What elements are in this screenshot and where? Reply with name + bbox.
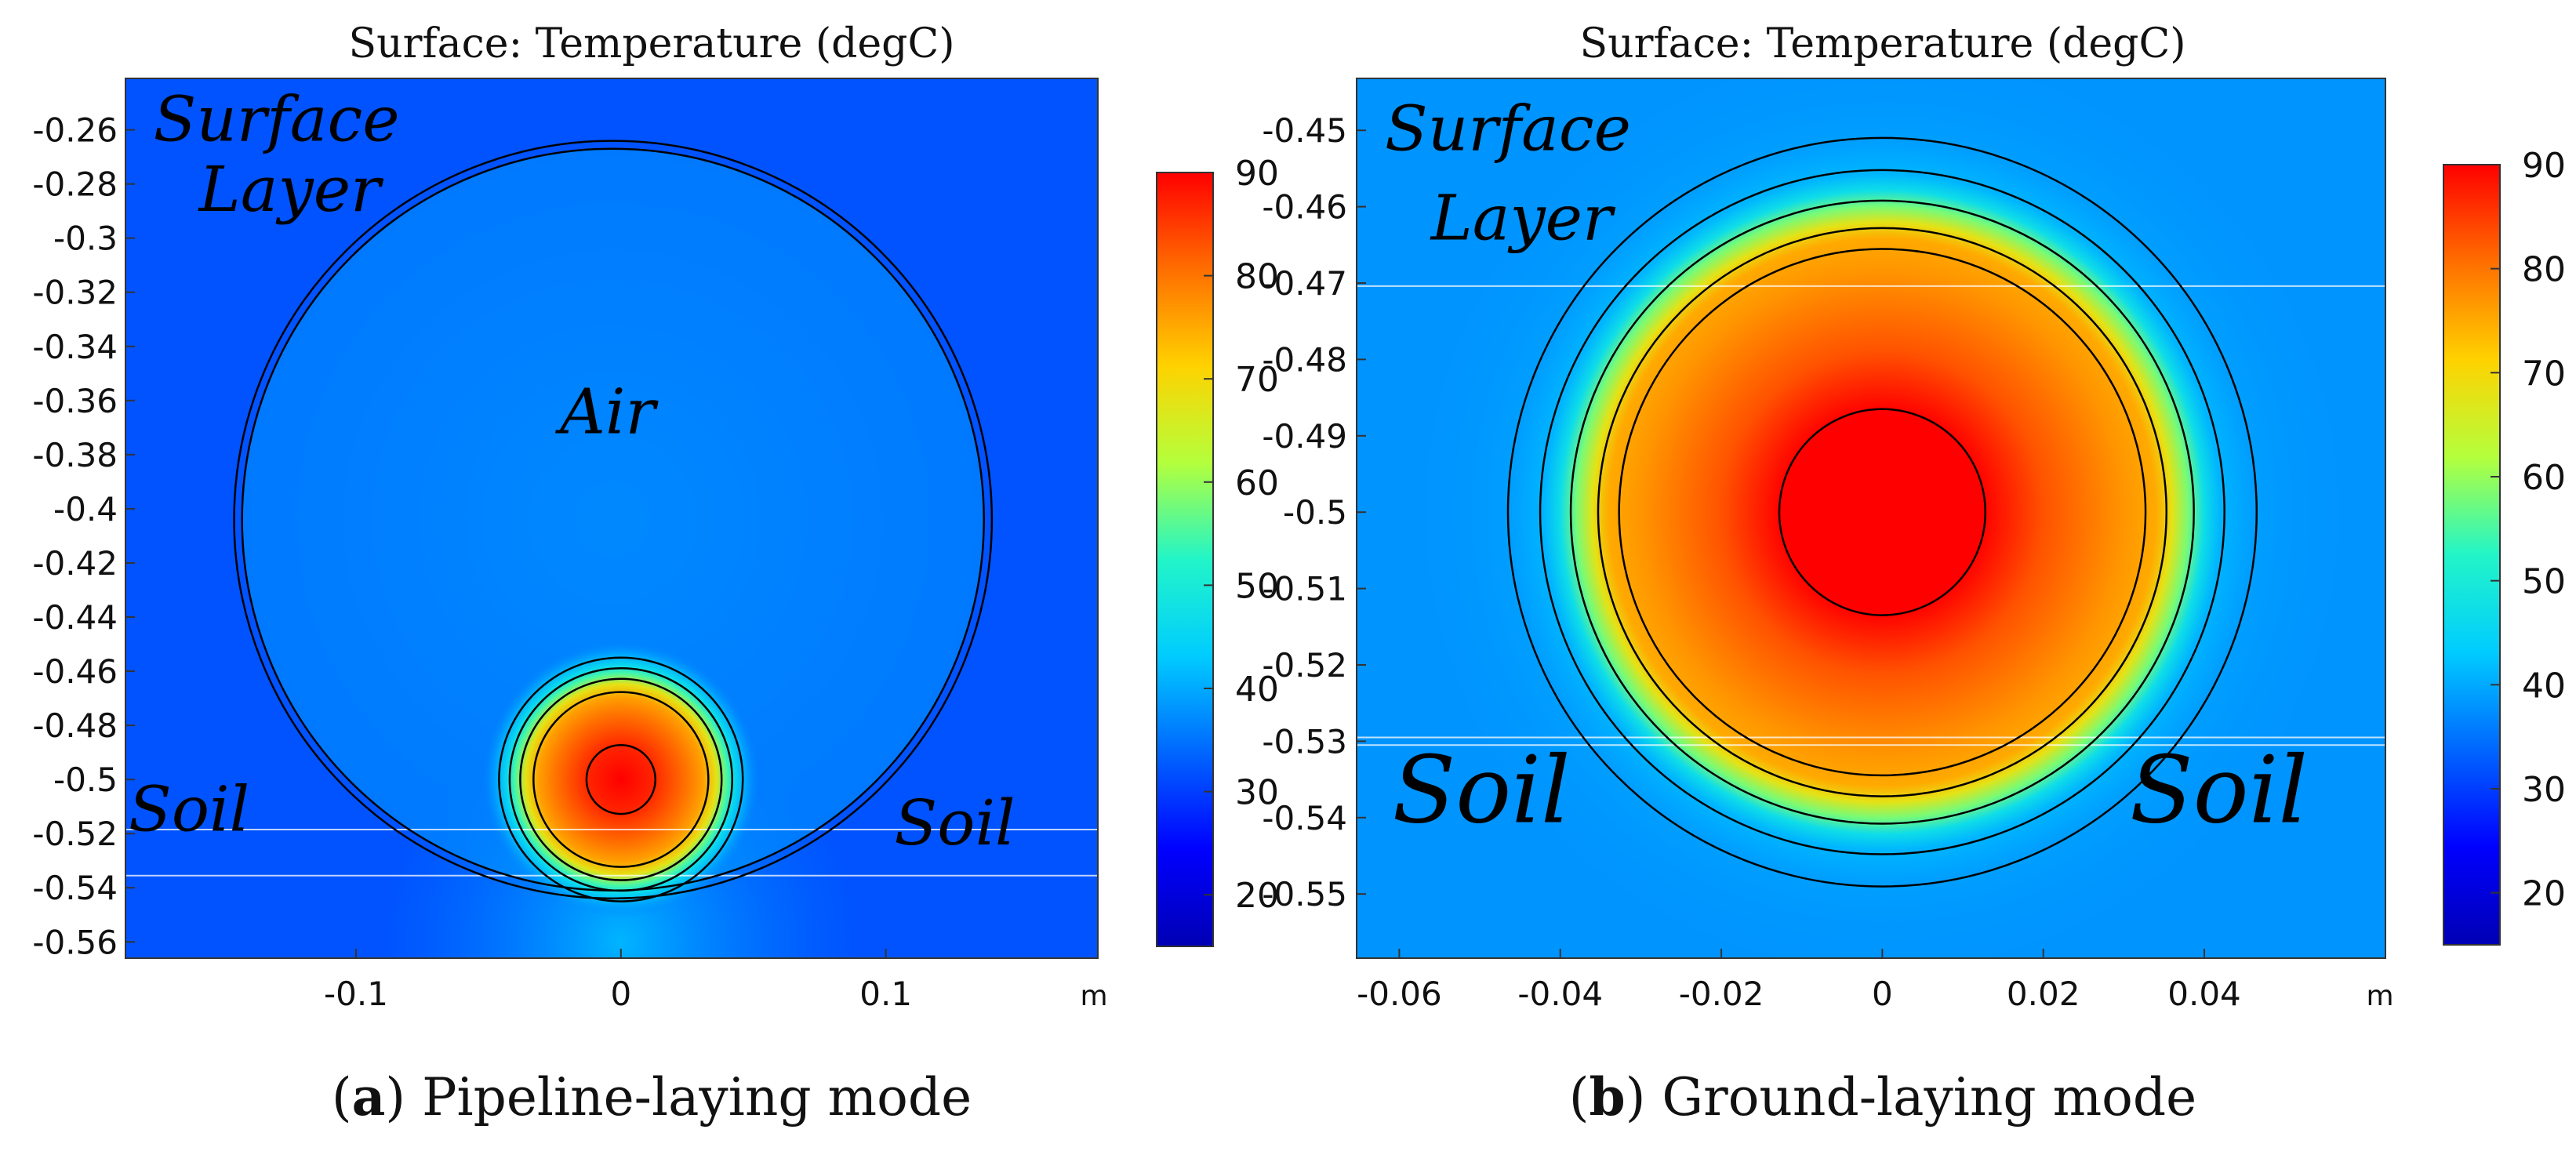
y-tick-label: -0.56: [32, 923, 118, 961]
colorbar-tick-label: 70: [2522, 354, 2566, 394]
y-tick-label: -0.45: [1262, 111, 1347, 150]
colorbar-tick-label: 60: [1235, 463, 1279, 503]
y-tick-label: -0.26: [32, 111, 118, 150]
colorbar-tick-label: 90: [2522, 146, 2566, 186]
annotation-soil: Soil: [894, 786, 1015, 859]
y-tick-label: -0.55: [1262, 875, 1347, 913]
pipe-temperature-gradient: [483, 641, 759, 917]
y-tick-label: -0.51: [1262, 570, 1347, 608]
y-tick-label: -0.52: [1262, 646, 1347, 684]
y-tick-label: -0.46: [32, 652, 118, 691]
annotation-layer: Layer: [198, 153, 384, 226]
plot-frame: [125, 78, 1099, 959]
y-tick-label: -0.54: [32, 869, 118, 907]
panel-b-plot: Surface Layer Soil Soil -0.45 -0.46 -0.47 -0.48…: [1262, 78, 2566, 1013]
colorbar-tick-label: 50: [1235, 566, 1279, 606]
colorbar-tick-label: 60: [2522, 458, 2566, 498]
x-tick-label: -0.1: [324, 975, 388, 1013]
panel-b-title: Surface: Temperature (degC): [1579, 20, 2186, 67]
annotation-surface: Surface: [1385, 93, 1631, 165]
y-tick-label: -0.42: [32, 544, 118, 583]
y-tick-label: -0.4: [53, 490, 118, 528]
annotation-surface: Surface: [154, 82, 400, 155]
y-tick-label: -0.34: [32, 328, 118, 366]
y-tick-label: -0.3: [53, 220, 118, 258]
colorbar: [2443, 164, 2501, 946]
y-tick-label: -0.53: [1262, 722, 1347, 761]
y-tick-label: -0.47: [1262, 264, 1347, 303]
colorbar-tick-label: 80: [2522, 250, 2566, 290]
y-tick-label: -0.52: [32, 815, 118, 853]
x-tick-label: 0: [1872, 975, 1893, 1013]
y-tick-label: -0.46: [1262, 188, 1347, 227]
plot-frame: [1356, 78, 2386, 959]
y-tick-label: -0.48: [32, 706, 118, 745]
annotation-air: Air: [554, 375, 659, 448]
geometry-circle: [1597, 227, 2168, 797]
y-tick-label: -0.49: [1262, 417, 1347, 456]
colorbar: [1156, 172, 1214, 947]
annotation-soil: Soil: [129, 773, 249, 846]
y-tick-label: -0.38: [32, 436, 118, 474]
pipe-temperature-gradient: [1399, 78, 2366, 958]
geometry-circle: [519, 677, 723, 881]
colorbar-tick-label: 20: [2522, 874, 2566, 914]
y-tick-label: -0.28: [32, 165, 118, 204]
geometry-circle: [233, 140, 994, 900]
x-tick-label: -0.04: [1517, 975, 1603, 1013]
geometry-circle: [532, 691, 710, 868]
x-tick-label: 0.02: [2007, 975, 2080, 1013]
panel-a-caption-text: Pipeline-laying mode: [422, 1067, 972, 1128]
colorbar-tick-label: 20: [1235, 876, 1279, 916]
colorbar-tick-label: 50: [2522, 562, 2566, 602]
panel-a-title: Surface: Temperature (degC): [348, 20, 955, 67]
colorbar-tick-label: 80: [1235, 257, 1279, 297]
y-tick-label: -0.48: [1262, 340, 1347, 379]
x-tick-label: -0.02: [1679, 975, 1764, 1013]
panel-b-label: b: [1589, 1066, 1626, 1128]
y-tick-label: -0.54: [1262, 799, 1347, 837]
y-tick-label: -0.5: [53, 761, 118, 799]
geometry-circle: [498, 656, 744, 902]
geometry-circle: [1569, 199, 2195, 825]
colorbar-tick-label: 30: [2522, 770, 2566, 810]
x-tick-label: 0: [610, 975, 631, 1013]
annotation-soil: Soil: [2130, 736, 2308, 844]
geometry-circle: [585, 743, 656, 815]
panel-b-caption: (b) Ground-laying mode: [1568, 1066, 2197, 1128]
y-tick-label: -0.44: [32, 598, 118, 637]
panel-b-caption-text: Ground-laying mode: [1662, 1067, 2197, 1128]
geometry-circle: [508, 666, 733, 892]
geometry-circle: [1539, 169, 2225, 855]
x-tick-label: 0.04: [2167, 975, 2241, 1013]
temperature-field: Surface Layer Soil Soil: [1357, 78, 2385, 958]
air-region: [242, 148, 984, 891]
geometry-circle: [1506, 136, 2258, 888]
x-tick-label: -0.06: [1357, 975, 1442, 1013]
panel-a-caption: (a) Pipeline-laying mode: [331, 1066, 972, 1128]
y-tick-label: -0.5: [1283, 493, 1347, 532]
panel-a-label: a: [351, 1066, 386, 1128]
colorbar-tick-label: 40: [1235, 670, 1279, 710]
y-tick-label: -0.32: [32, 274, 118, 312]
colorbar-tick-label: 30: [1235, 773, 1279, 813]
colorbar-tick-label: 40: [2522, 666, 2566, 706]
annotation-soil: Soil: [1392, 736, 1570, 844]
x-unit-label: m: [2366, 980, 2393, 1012]
geometry-circle: [1618, 248, 2147, 777]
x-unit-label: m: [1080, 980, 1107, 1012]
colorbar-tick-label: 90: [1235, 154, 1279, 194]
annotation-layer: Layer: [1430, 182, 1616, 255]
y-tick-label: -0.36: [32, 382, 118, 420]
colorbar-tick-label: 70: [1235, 360, 1279, 400]
x-tick-label: 0.1: [859, 975, 912, 1013]
geometry-circle: [1778, 408, 1987, 616]
